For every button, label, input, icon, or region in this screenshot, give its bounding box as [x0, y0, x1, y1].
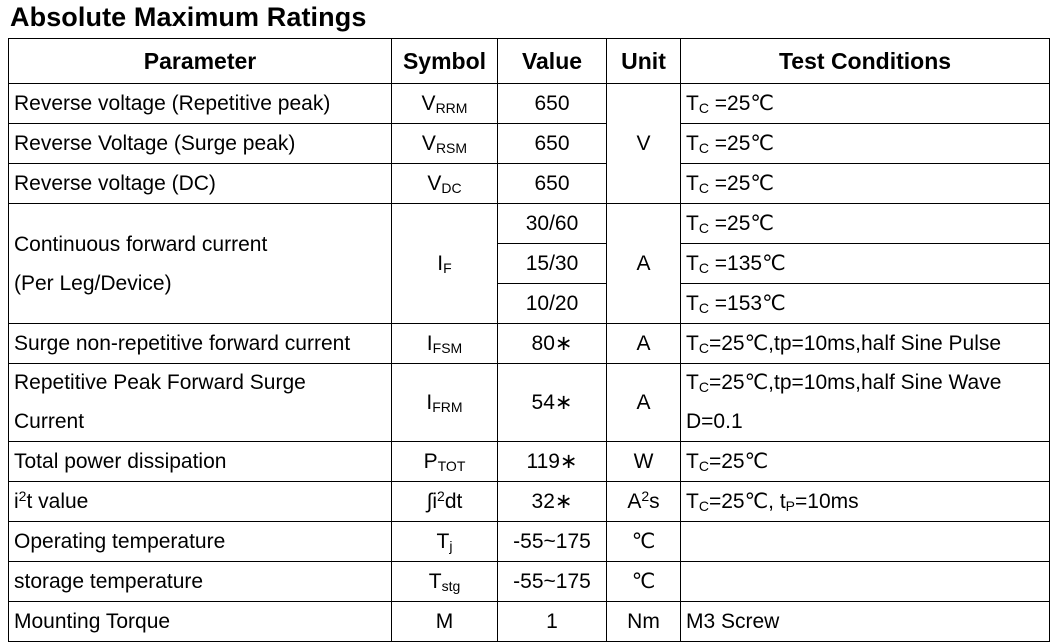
table-row: Reverse Voltage (Surge peak) VRSM 650 TC…: [8, 123, 1050, 164]
value-cell: 54∗: [497, 363, 607, 442]
condition-cell: TC=25℃, tP=10ms: [680, 481, 1050, 522]
param-cell: Continuous forward current (Per Leg/Devi…: [8, 203, 392, 324]
table-row: Mounting Torque M 1 Nm M3 Screw: [8, 601, 1050, 642]
symbol-cell: VRRM: [391, 83, 498, 124]
condition-cell: [680, 521, 1050, 562]
table-row: 10/20 TC =153℃: [9, 283, 1050, 324]
unit-cell: Nm: [606, 601, 681, 642]
symbol-cell: PTOT: [391, 441, 498, 482]
ratings-table: Parameter Symbol Value Unit Test Conditi…: [8, 38, 1050, 642]
value-cell: 32∗: [497, 481, 607, 522]
value-cell: 80∗: [497, 323, 607, 364]
param-line-2: Current: [14, 409, 85, 433]
param-cell: storage temperature: [8, 561, 392, 602]
param-line-2: (Per Leg/Device): [14, 271, 172, 295]
value-cell: 10/20: [497, 283, 607, 324]
symbol-cell: Tj: [391, 521, 498, 562]
value-cell: 650: [497, 163, 607, 204]
condition-cell: TC=25℃: [680, 441, 1050, 482]
param-cell: Repetitive Peak Forward Surge Current: [8, 363, 392, 442]
param-cell: Total power dissipation: [8, 441, 392, 482]
unit-cell: A: [606, 363, 681, 442]
symbol-cell: Tstg: [391, 561, 498, 602]
unit-cell: A: [606, 323, 681, 364]
unit-cell: W: [606, 441, 681, 482]
header-unit: Unit: [606, 38, 681, 84]
table-row: Total power dissipation PTOT 119∗ W TC=2…: [8, 441, 1050, 482]
param-cell: Surge non-repetitive forward current: [8, 323, 392, 364]
condition-cell: TC =25℃: [680, 123, 1050, 164]
header-row: Parameter Symbol Value Unit Test Conditi…: [8, 38, 1050, 84]
condition-cell: M3 Screw: [680, 601, 1050, 642]
value-cell: 1: [497, 601, 607, 642]
symbol-cell: VRSM: [391, 123, 498, 164]
symbol-cell: ∫i2dt: [391, 481, 498, 522]
table-row: Surge non-repetitive forward current IFS…: [8, 323, 1050, 364]
table-row: i2t value ∫i2dt 32∗ A2s TC=25℃, tP=10ms: [8, 481, 1050, 522]
table-row: storage temperature Tstg -55~175 ℃: [8, 561, 1050, 602]
table-row: Operating temperature Tj -55~175 ℃: [8, 521, 1050, 562]
header-parameter: Parameter: [8, 38, 392, 84]
unit-cell: A: [606, 203, 681, 324]
param-cell: Reverse voltage (DC): [8, 163, 392, 204]
param-cell: Reverse Voltage (Surge peak): [8, 123, 392, 164]
value-cell: 650: [497, 83, 607, 124]
param-cell: Operating temperature: [8, 521, 392, 562]
value-cell: -55~175: [497, 521, 607, 562]
symbol-cell: IFSM: [391, 323, 498, 364]
symbol-cell: VDC: [391, 163, 498, 204]
table-row: Reverse voltage (DC) VDC 650 TC =25℃: [8, 163, 1050, 204]
condition-cell: TC=25℃,tp=10ms,half Sine Pulse: [680, 323, 1050, 364]
header-value: Value: [497, 38, 607, 84]
param-line-1: Continuous forward current: [14, 232, 268, 256]
unit-cell: V: [606, 83, 681, 204]
table-row: Continuous forward current (Per Leg/Devi…: [8, 203, 1050, 324]
unit-cell: ℃: [606, 561, 681, 602]
value-cell: 650: [497, 123, 607, 164]
table-row: 15/30 TC =135℃: [9, 243, 1050, 284]
param-cell: Mounting Torque: [8, 601, 392, 642]
value-cell: 30/60: [497, 203, 607, 244]
condition-line-2: D=0.1: [686, 409, 743, 433]
condition-cell: TC =153℃: [680, 283, 1050, 324]
param-cell: i2t value: [8, 481, 392, 522]
section-title: Absolute Maximum Ratings: [10, 2, 367, 32]
param-cell: Reverse voltage (Repetitive peak): [8, 83, 392, 124]
condition-cell: TC =25℃: [680, 203, 1050, 244]
table-row: Reverse voltage (Repetitive peak) VRRM 6…: [8, 83, 1050, 204]
symbol-cell: M: [391, 601, 498, 642]
condition-cell: [680, 561, 1050, 602]
condition-cell: TC =25℃: [680, 83, 1050, 124]
unit-cell: A2s: [606, 481, 681, 522]
param-line-1: Repetitive Peak Forward Surge: [14, 371, 306, 394]
table-row: Repetitive Peak Forward Surge Current IF…: [8, 363, 1050, 442]
symbol-cell: IF: [391, 203, 498, 324]
value-cell: 119∗: [497, 441, 607, 482]
unit-cell: ℃: [606, 521, 681, 562]
value-cell: 15/30: [497, 243, 607, 284]
header-symbol: Symbol: [391, 38, 498, 84]
header-test-conditions: Test Conditions: [680, 38, 1050, 84]
value-cell: -55~175: [497, 561, 607, 602]
condition-line-1: TC=25℃,tp=10ms,half Sine Wave: [686, 371, 1002, 395]
condition-cell: TC =25℃: [680, 163, 1050, 204]
condition-cell: TC =135℃: [680, 243, 1050, 284]
symbol-cell: IFRM: [391, 363, 498, 442]
condition-cell: TC=25℃,tp=10ms,half Sine Wave D=0.1: [680, 363, 1050, 442]
